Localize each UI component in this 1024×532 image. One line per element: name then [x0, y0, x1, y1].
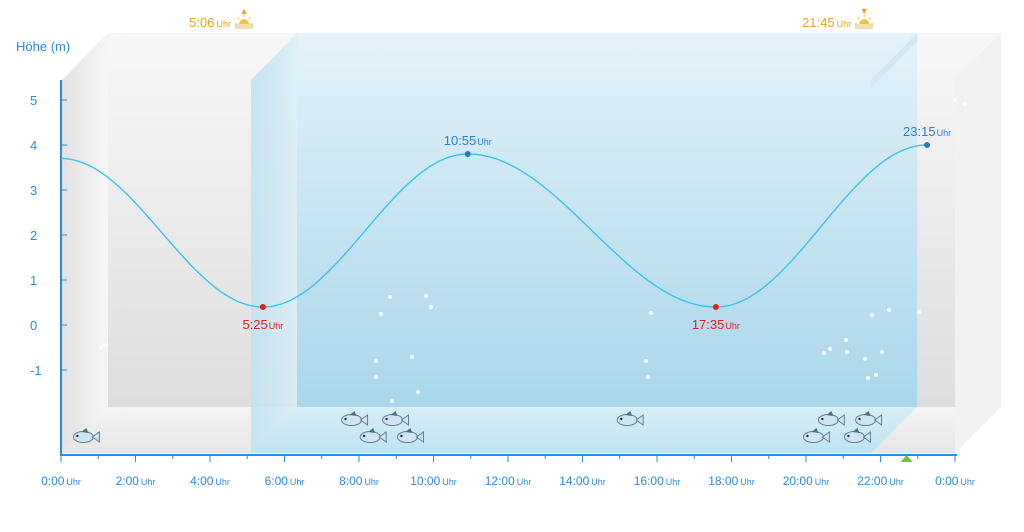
bubble [845, 350, 849, 354]
daylight-water [250, 33, 918, 453]
y-tick-label: 4 [30, 138, 37, 153]
bubble [103, 343, 107, 347]
x-tick-label: 16:00 Uhr [634, 474, 681, 488]
fish-icon [341, 411, 369, 426]
x-tick-label: 0:00 Uhr [935, 474, 975, 488]
bubble [963, 102, 967, 106]
high-tide-point [464, 151, 471, 157]
bubble [870, 313, 874, 317]
high-tide-label: 23:15Uhr [903, 124, 951, 139]
x-tick-label: 4:00 Uhr [190, 474, 230, 488]
water-left-face [250, 33, 297, 453]
y-ticks: 5 4 3 2 1 0 -1 [30, 93, 67, 378]
fish-icon [616, 411, 644, 426]
water-floor [250, 407, 918, 453]
x-tick-label: 10:00 Uhr [410, 474, 457, 488]
water-back [296, 33, 918, 407]
water-right-face [871, 33, 918, 88]
fish-icon [396, 428, 424, 443]
bubble [822, 351, 826, 355]
sunset-arrow: ▼ [860, 6, 869, 16]
bubble [866, 376, 870, 380]
bubble [424, 294, 428, 298]
current-time-marker [900, 455, 913, 462]
bubble [863, 357, 867, 361]
y-tick-label: -1 [30, 363, 42, 378]
x-tick-label: 12:00 Uhr [485, 474, 532, 488]
bubble [917, 310, 921, 314]
high-tide-label: 10:55Uhr [444, 133, 492, 148]
bubble [874, 373, 878, 377]
sunrise-arrow: ▲ [240, 6, 249, 16]
x-tick-label: 8:00 Uhr [339, 474, 379, 488]
bubble [844, 338, 848, 342]
fish-icon [359, 428, 387, 443]
bubble [416, 390, 420, 394]
sun-markers: 5:06 Uhr ▲ 21:45 Uhr ▼ [189, 6, 874, 30]
low-tide-point [712, 304, 719, 310]
bubble [887, 308, 891, 312]
fish-icon [382, 411, 410, 426]
left-wall [62, 33, 108, 453]
x-tick-label: 20:00 Uhr [783, 474, 830, 488]
bubble [374, 375, 378, 379]
x-tick-label: 18:00 Uhr [708, 474, 755, 488]
y-tick-label: 3 [30, 183, 37, 198]
fish-icon [802, 428, 830, 443]
fish-icon [72, 428, 100, 443]
y-tick-label: 2 [30, 228, 37, 243]
tide-curve [61, 144, 927, 308]
high-tide-point [924, 142, 931, 148]
x-tick-label: 14:00 Uhr [559, 474, 606, 488]
x-tick-label: 2:00 Uhr [116, 474, 156, 488]
sunrise-label: 5:06 Uhr [189, 15, 231, 30]
x-tick-label: 22:00 Uhr [857, 474, 904, 488]
bubbles [99, 98, 967, 403]
y-axis-label: Höhe (m) [16, 39, 70, 54]
bubble [374, 359, 378, 363]
sun-icon [234, 15, 253, 29]
fish-icon [817, 411, 845, 426]
fish-icon [855, 411, 883, 426]
bubble [880, 350, 884, 354]
y-tick-label: 0 [30, 318, 37, 333]
sun-icon [855, 15, 874, 29]
x-tick-label: 0:00 Uhr [41, 474, 81, 488]
bubble [99, 345, 103, 349]
low-tide-label: 17:35Uhr [692, 317, 740, 332]
bubble [390, 399, 394, 403]
bubble [953, 98, 957, 102]
tide-extrema: 5:25Uhr 10:55Uhr 17:35Uhr 23:15Uhr [242, 124, 951, 332]
fish-icon [843, 428, 871, 443]
y-tick-label: 1 [30, 273, 37, 288]
bubble [429, 305, 433, 309]
x-tick-label: 6:00 Uhr [265, 474, 305, 488]
bubble [388, 295, 392, 299]
sunset-label: 21:45 Uhr [802, 15, 851, 30]
bubble [646, 375, 650, 379]
bubble [379, 312, 383, 316]
bubble [649, 311, 653, 315]
low-tide-point [259, 304, 266, 310]
right-wall [955, 33, 1001, 453]
bubble [644, 359, 648, 363]
fish-group [72, 411, 883, 443]
y-tick-label: 5 [30, 93, 37, 108]
x-ticks: 0:00 Uhr 2:00 Uhr 4:00 Uhr 6:00 Uhr 8:00 Uhr 10:00… [41, 455, 975, 488]
low-tide-label: 5:25Uhr [242, 317, 283, 332]
bubble [410, 355, 414, 359]
bubble [828, 347, 832, 351]
